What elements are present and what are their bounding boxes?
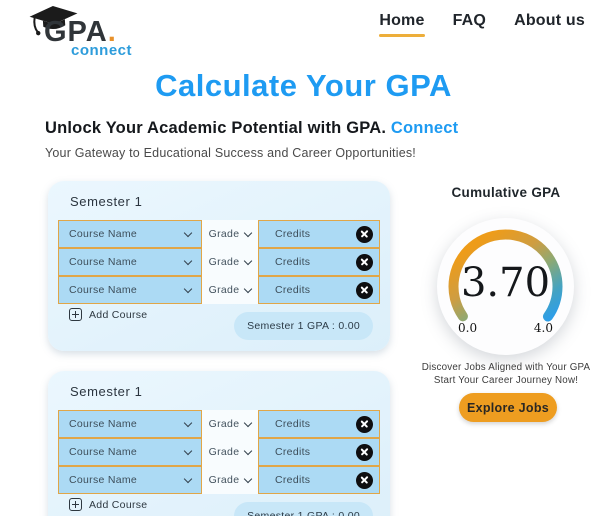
remove-course-button[interactable] [356,443,373,461]
credits-field [258,276,380,304]
chevron-down-icon [183,256,193,266]
graduation-cap-icon [29,6,78,36]
chevron-down-icon [183,228,193,238]
semester-title: Semester 1 [70,194,143,209]
remove-course-button[interactable] [356,225,373,243]
credits-input[interactable] [275,284,356,296]
hero-subtitle: Unlock Your Academic Potential with GPA.… [45,119,459,137]
remove-course-button[interactable] [356,281,373,299]
gauge-value: 3.70 [460,260,551,306]
chevron-down-icon [244,418,253,428]
credits-field [258,410,380,438]
credits-input[interactable] [275,446,356,458]
chevron-down-icon [183,284,193,294]
gauge-arc [448,229,563,344]
course-rows: Course Name Grade Course Name Grade Cour… [58,410,380,494]
grade-select[interactable]: Grade [202,248,258,276]
main-nav: Home FAQ About us [379,12,585,37]
credits-input[interactable] [275,228,356,240]
chevron-down-icon [183,418,193,428]
gauge-min-label: 0.0 [458,321,478,335]
credits-field [258,466,380,494]
course-name-select[interactable]: Course Name [58,248,202,276]
gauge-max-label: 4.0 [533,321,553,335]
course-name-select[interactable]: Course Name [58,466,202,494]
course-name-placeholder: Course Name [69,446,138,458]
hero-tagline: Your Gateway to Educational Success and … [45,146,416,160]
course-rows: Course Name Grade Course Name Grade Cour… [58,220,380,304]
chevron-down-icon [244,284,253,294]
logo-gpa-text: GPA. [44,16,117,48]
grade-select[interactable]: Grade [202,276,258,304]
explore-jobs-button[interactable]: Explore Jobs [459,393,557,422]
remove-course-button[interactable] [356,471,373,489]
page-title: Calculate Your GPA [155,68,452,103]
app-logo[interactable]: GPA. connect [28,4,158,60]
jobs-promo-text: Discover Jobs Aligned with Your GPA Star… [413,361,599,387]
jobs-promo-line2: Start Your Career Journey Now! [433,375,579,386]
chevron-down-icon [183,446,193,456]
semester-title: Semester 1 [70,384,143,399]
course-row: Course Name Grade [58,220,380,248]
credits-field [258,220,380,248]
grade-placeholder: Grade [208,256,240,268]
course-name-placeholder: Course Name [69,228,138,240]
add-course-button[interactable]: Add Course [69,308,147,321]
credits-field [258,248,380,276]
credits-input[interactable] [275,418,356,430]
chevron-down-icon [244,474,253,484]
chevron-down-icon [183,474,193,484]
grade-placeholder: Grade [208,228,240,240]
course-name-select[interactable]: Course Name [58,410,202,438]
add-course-button[interactable]: Add Course [69,498,147,511]
nav-home[interactable]: Home [379,12,424,37]
semester-gpa-badge: Semester 1 GPA : 0.00 [234,502,373,516]
logo-dot: . [107,16,117,48]
grade-placeholder: Grade [208,284,240,296]
cumulative-gpa-heading: Cumulative GPA [451,185,561,200]
nav-faq[interactable]: FAQ [452,12,487,29]
remove-course-button[interactable] [356,415,373,433]
course-row: Course Name Grade [58,466,380,494]
grade-placeholder: Grade [208,474,240,486]
jobs-promo-line1: Discover Jobs Aligned with Your GPA [421,362,591,373]
course-name-select[interactable]: Course Name [58,438,202,466]
course-row: Course Name Grade [58,438,380,466]
grade-select[interactable]: Grade [202,220,258,248]
course-name-select[interactable]: Course Name [58,220,202,248]
semester-card-1: Semester 1 Course Name Grade Course Name… [48,181,390,351]
course-name-select[interactable]: Course Name [58,276,202,304]
course-row: Course Name Grade [58,410,380,438]
grade-placeholder: Grade [208,446,240,458]
nav-about-us[interactable]: About us [514,12,585,29]
grade-select[interactable]: Grade [202,438,258,466]
gpa-gauge: 3.70 0.0 4.0 [437,218,574,355]
credits-input[interactable] [275,474,356,486]
grade-select[interactable]: Grade [202,466,258,494]
plus-icon [69,498,82,511]
remove-course-button[interactable] [356,253,373,271]
grade-placeholder: Grade [208,418,240,430]
add-course-label: Add Course [89,308,148,321]
logo-connect-text: connect [71,42,133,59]
chevron-down-icon [244,256,253,266]
course-name-placeholder: Course Name [69,256,138,268]
semester-card-2: Semester 1 Course Name Grade Course Name… [48,371,390,516]
plus-icon [69,308,82,321]
course-name-placeholder: Course Name [69,284,138,296]
credits-field [258,438,380,466]
chevron-down-icon [244,228,253,238]
course-name-placeholder: Course Name [69,474,138,486]
semester-gpa-badge: Semester 1 GPA : 0.00 [234,312,373,340]
grade-select[interactable]: Grade [202,410,258,438]
course-row: Course Name Grade [58,248,380,276]
add-course-label: Add Course [89,498,148,511]
course-row: Course Name Grade [58,276,380,304]
course-name-placeholder: Course Name [69,418,138,430]
chevron-down-icon [244,446,253,456]
credits-input[interactable] [275,256,356,268]
